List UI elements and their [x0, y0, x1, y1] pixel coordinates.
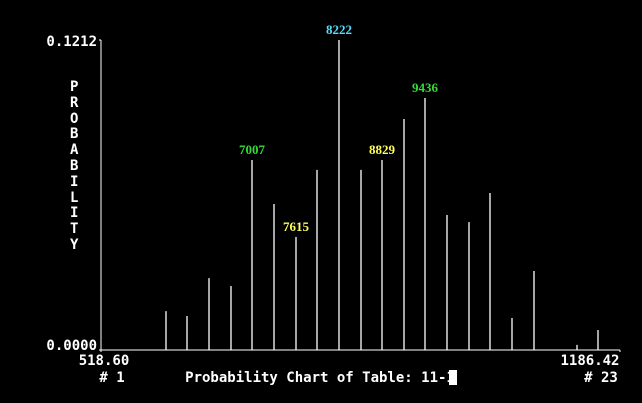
x-index-label: # 23 [584, 370, 618, 386]
annotation: 9436 [412, 80, 439, 95]
y-axis-label: PROBABILITY [70, 79, 79, 253]
y-tick-label: 0.0000 [46, 338, 97, 354]
chart-title: Probability Chart of Table: 11-1 [185, 370, 455, 386]
x-tick-label: 1186.42 [560, 353, 619, 369]
y-tick-label: 0.1212 [46, 34, 97, 50]
cursor [449, 370, 457, 385]
x-tick-label: 518.60 [79, 353, 130, 369]
annotation: 8829 [369, 142, 396, 157]
annotation: 8222 [326, 22, 352, 37]
x-index-label: # 1 [99, 370, 124, 386]
annotation: 7007 [239, 142, 266, 157]
annotation: 7615 [283, 219, 310, 234]
